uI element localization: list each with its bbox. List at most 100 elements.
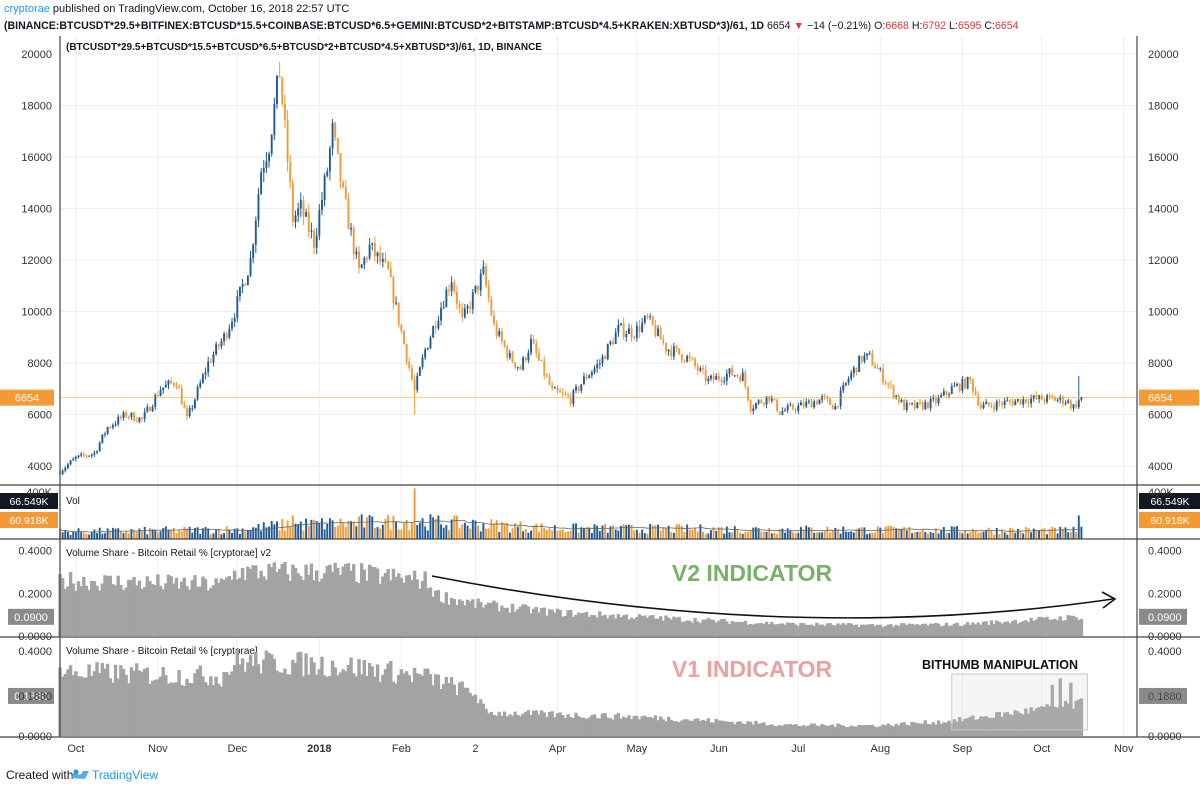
candle-body — [837, 406, 839, 408]
share-bar — [463, 687, 467, 736]
share-bar — [510, 715, 515, 736]
share-bar — [1061, 620, 1065, 636]
candle-body — [802, 402, 805, 407]
share-bar — [913, 624, 917, 636]
volume-bar — [913, 531, 916, 539]
share-bar — [915, 624, 920, 636]
share-bar — [209, 676, 213, 736]
share-bar — [989, 717, 994, 736]
share-bar — [262, 659, 266, 736]
share-bar — [325, 676, 329, 736]
volume-bar — [1054, 527, 1056, 539]
price-y-tick-right: 12000 — [1148, 255, 1179, 267]
share-bar — [711, 722, 716, 736]
share-bar — [1053, 706, 1057, 736]
share-bar — [756, 623, 761, 636]
share-bar — [434, 674, 438, 736]
share-bar — [296, 573, 300, 636]
volume-bar — [731, 532, 734, 539]
volume-bar — [1016, 528, 1019, 539]
share-bar — [666, 617, 671, 636]
share-bar — [309, 657, 314, 736]
share-bar — [672, 721, 676, 736]
share-bar — [995, 620, 999, 636]
volume-bar — [688, 529, 691, 539]
share-bar — [473, 607, 478, 636]
share-bar — [95, 662, 99, 736]
share-bar — [778, 725, 782, 736]
candle-body — [903, 399, 906, 410]
share-bar — [397, 573, 401, 636]
share-bar — [897, 626, 901, 636]
tradingview-link[interactable]: TradingView — [92, 768, 159, 782]
share-bar — [611, 614, 615, 636]
volume-bar — [532, 525, 535, 539]
volume-bar — [524, 528, 527, 539]
share-bar — [232, 665, 237, 736]
candle-body — [847, 378, 850, 383]
volume-bar — [283, 530, 286, 539]
candle-body — [929, 398, 932, 408]
share-bar — [336, 567, 340, 636]
candle-body — [635, 325, 638, 338]
volume-bar — [670, 531, 673, 539]
share-bar — [1021, 714, 1025, 736]
share-bar — [992, 623, 996, 636]
share-bar — [238, 577, 242, 636]
share-y-tick-right: 0.1880 — [1148, 691, 1182, 703]
share-bar — [497, 711, 501, 736]
share-bar — [103, 575, 107, 636]
volume-bar — [548, 528, 551, 539]
share-bar — [865, 624, 869, 636]
share-bar — [973, 624, 978, 636]
share-bar — [587, 717, 591, 736]
share-bar — [614, 618, 618, 636]
volume-bar — [807, 527, 810, 539]
share-bar — [455, 604, 459, 636]
volume-bar — [699, 524, 702, 539]
volume-bar — [1032, 528, 1035, 539]
share-bar — [307, 674, 311, 736]
candle-body — [1056, 399, 1059, 401]
candle-body — [238, 286, 241, 297]
share-bar — [894, 723, 898, 736]
volume-bar — [331, 520, 334, 539]
volume-bar — [183, 526, 186, 539]
author-link[interactable]: cryptorae — [4, 3, 50, 15]
share-bar — [357, 659, 361, 736]
volume-bar — [117, 528, 120, 539]
candle-body — [712, 375, 715, 380]
down-arrow-icon: ▼ — [793, 20, 805, 32]
volume-bar — [336, 525, 339, 539]
volume-bar — [223, 533, 226, 539]
volume-bar — [310, 519, 313, 539]
share-bar — [394, 683, 398, 736]
candle-body — [694, 359, 697, 366]
volume-bar — [1011, 528, 1014, 539]
volume-bar — [974, 530, 977, 539]
volume-bar — [387, 514, 390, 539]
candle-body — [860, 355, 863, 362]
volume-bar — [1075, 532, 1078, 539]
share-bar — [920, 623, 925, 636]
volume-bar — [448, 530, 450, 539]
candle-body — [405, 344, 408, 362]
candle-body — [458, 303, 461, 309]
candle-body — [252, 244, 255, 259]
volume-bar — [961, 533, 964, 539]
share-bar — [439, 601, 443, 636]
volume-bar — [434, 518, 437, 539]
candle-body — [434, 326, 437, 329]
chart-area[interactable]: (BTCUSDT*29.5+BTCUSD*15.5+BTCUSD*6.5+BTC… — [0, 36, 1200, 760]
volume-bar — [405, 519, 408, 539]
share-bar — [198, 586, 202, 636]
volume-bar — [315, 521, 318, 539]
share-bar — [391, 681, 396, 736]
volume-value-label-left: 66.549K — [9, 496, 48, 508]
share-bar — [870, 624, 875, 636]
volume-bar — [321, 518, 323, 539]
share-bar — [936, 720, 941, 736]
candle-body — [839, 390, 842, 407]
volume-bar — [278, 530, 281, 539]
volume-bar — [98, 527, 101, 539]
